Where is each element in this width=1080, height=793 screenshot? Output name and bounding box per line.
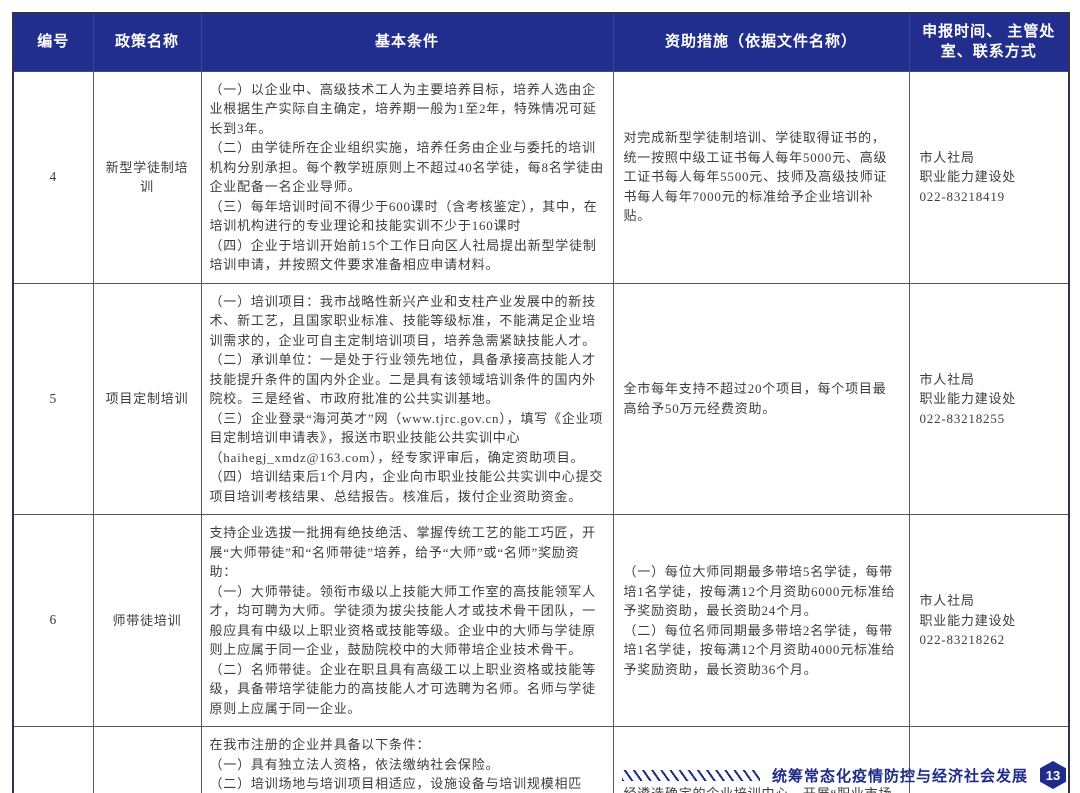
basic-conditions: （一）培训项目：我市战略性新兴产业和支柱产业发展中的新技术、新工艺，且国家职业标…	[200, 282, 614, 515]
policy-name: 项目定制培训	[92, 282, 202, 515]
page-number-badge: 13	[1040, 761, 1066, 789]
page-footer: 统筹常态化疫情防控与经济社会发展 13	[621, 761, 1066, 789]
footer-title: 统筹常态化疫情防控与经济社会发展	[771, 767, 1028, 785]
basic-conditions: 支持企业选拔一批拥有绝技绝活、掌握传统工艺的能工巧匠，开展“大师带徒”和“名师带…	[200, 514, 614, 727]
table-row: 7 企业培训中心 在我市注册的企业并具备以下条件： （一）具有独立法人资格，依法…	[12, 726, 1070, 793]
row-number: 4	[12, 70, 94, 284]
table-row: 5 项目定制培训 （一）培训项目：我市战略性新兴产业和支柱产业发展中的新技术、新…	[12, 282, 1070, 515]
policy-name: 师带徒培训	[92, 514, 202, 727]
funding-measures: 对完成新型学徒制培训、学徒取得证书的，统一按照中级工证书每人每年5000元、高级…	[612, 70, 910, 284]
header-funding-measures: 资助措施（依据文件名称）	[612, 12, 910, 72]
basic-conditions: （一）以企业中、高级技术工人为主要培养目标，培养人选由企业根据生产实际自主确定，…	[200, 70, 614, 284]
row-number: 7	[12, 726, 94, 793]
table-row: 6 师带徒培训 支持企业选拔一批拥有绝技绝活、掌握传统工艺的能工巧匠，开展“大师…	[12, 514, 1070, 727]
contact-info: 市人社局 职业能力建设处 022-83218262	[908, 514, 1070, 727]
funding-measures: 全市每年支持不超过20个项目，每个项目最高给予50万元经费资助。	[612, 282, 910, 515]
row-number: 6	[12, 514, 94, 727]
table-header-row: 编号 政策名称 基本条件 资助措施（依据文件名称） 申报时间、 主管处 室、联系…	[12, 12, 1070, 72]
hatch-marks-icon	[621, 769, 760, 781]
basic-conditions: 在我市注册的企业并具备以下条件： （一）具有独立法人资格，依法缴纳社会保险。 （…	[200, 726, 614, 793]
table-row: 4 新型学徒制培训 （一）以企业中、高级技术工人为主要培养目标，培养人选由企业根…	[12, 70, 1070, 284]
contact-info: 市人社局 职业能力建设处 022-83218419	[908, 70, 1070, 284]
policy-name: 新型学徒制培训	[92, 70, 202, 284]
header-policy-name: 政策名称	[92, 12, 202, 72]
header-contact-info: 申报时间、 主管处 室、联系方式	[908, 12, 1070, 72]
header-number: 编号	[12, 12, 94, 72]
header-basic-conditions: 基本条件	[200, 12, 614, 72]
row-number: 5	[12, 282, 94, 515]
funding-measures: （一）每位大师同期最多带培5名学徒，每带培1名学徒，按每满12个月资助6000元…	[612, 514, 910, 727]
policy-table: 编号 政策名称 基本条件 资助措施（依据文件名称） 申报时间、 主管处 室、联系…	[12, 12, 1070, 793]
contact-info: 市人社局 职业能力建设处 022-83218255	[908, 282, 1070, 515]
policy-name: 企业培训中心	[92, 726, 202, 793]
